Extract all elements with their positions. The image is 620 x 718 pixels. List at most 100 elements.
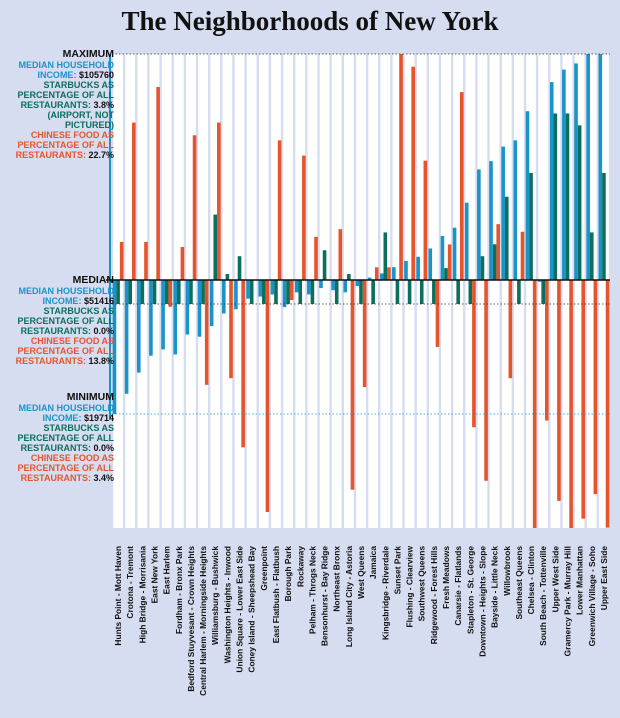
- chinese-bar: [241, 280, 245, 448]
- chinese-bar: [581, 280, 586, 519]
- starbucks-bar: [492, 244, 497, 280]
- category-label: Stapleton - St. George: [465, 546, 475, 634]
- legend-maximum-income-value: $105760: [78, 70, 114, 80]
- income-bar: [112, 280, 117, 414]
- legend-minimum: MINIMUM MEDIAN HOUSEHOLD INCOME: $19714 …: [6, 392, 115, 484]
- chinese-bar: [557, 280, 561, 501]
- starbucks-bar: [298, 280, 303, 304]
- starbucks-bar: [602, 172, 606, 280]
- chinese-bar: [593, 280, 598, 495]
- chart-title: The Neighborhoods of New York: [121, 6, 499, 36]
- starbucks-bar: [383, 232, 388, 280]
- income-bar: [124, 280, 129, 394]
- income-bar: [307, 280, 311, 295]
- legend-minimum-income: MEDIAN HOUSEHOLD INCOME: $19714: [6, 403, 114, 423]
- chinese-bar: [132, 122, 136, 280]
- income-bar: [319, 280, 323, 289]
- income-bar: [343, 280, 348, 293]
- starbucks-bar: [456, 280, 460, 304]
- column-band: [477, 54, 488, 528]
- income-bar: [161, 280, 165, 350]
- starbucks-bar: [262, 280, 266, 304]
- category-label: Borough Park: [283, 546, 293, 602]
- legend-minimum-income-label: MEDIAN HOUSEHOLD INCOME:: [18, 403, 114, 423]
- column-band: [599, 54, 609, 528]
- category-label: Northeast Bronx: [332, 546, 342, 612]
- income-bar: [489, 161, 493, 280]
- column-band: [222, 54, 233, 528]
- category-label: Kingsbridge - Riverdale: [380, 546, 390, 640]
- category-label: Upper East Side: [599, 546, 609, 611]
- category-label: Greenwich Village - Soho: [587, 546, 597, 646]
- starbucks-bar: [517, 280, 521, 304]
- income-bar: [221, 280, 226, 314]
- income-bar: [246, 280, 250, 299]
- starbucks-bar: [322, 250, 327, 280]
- starbucks-bar: [274, 280, 278, 304]
- chinese-bar: [265, 280, 270, 512]
- legend-maximum-chinese: CHINESE FOOD AS PERCENTAGE OF ALL RESTAU…: [6, 130, 114, 160]
- starbucks-bar: [152, 280, 157, 304]
- chinese-bar: [119, 241, 124, 280]
- legend-minimum-starbucks-value: 0.0%: [93, 443, 114, 453]
- legend-median: MEDIAN MEDIAN HOUSEHOLD INCOME: $51416 S…: [6, 274, 114, 367]
- category-label: Bayside - Little Neck: [490, 546, 500, 628]
- income-bar: [136, 280, 141, 373]
- starbucks-bar: [201, 280, 205, 304]
- income-bar: [173, 280, 178, 355]
- legend-maximum-heading: MAXIMUM: [62, 48, 114, 60]
- starbucks-bar: [468, 280, 473, 304]
- income-bar: [404, 260, 408, 280]
- chinese-bar: [314, 236, 318, 280]
- category-label: Gramercy Park - Murray Hill: [562, 546, 572, 656]
- column-band: [343, 54, 354, 528]
- category-label: Long Island City - Astoria: [344, 546, 354, 647]
- legend-median-income-label: MEDIAN HOUSEHOLD INCOME:: [18, 286, 114, 306]
- income-bar: [464, 202, 469, 280]
- legend-median-heading: MEDIAN: [72, 274, 114, 286]
- starbucks-bar: [432, 280, 436, 304]
- chinese-bar: [532, 280, 537, 528]
- income-bar: [477, 169, 481, 280]
- chinese-bar: [387, 267, 391, 280]
- category-label: South Beach - Tottenville: [538, 546, 548, 646]
- legend-minimum-chinese-label: CHINESE FOOD AS PERCENTAGE OF ALL RESTAU…: [17, 453, 115, 483]
- chinese-bar: [302, 155, 306, 280]
- income-bar: [537, 280, 542, 282]
- chinese-bar: [544, 280, 549, 421]
- starbucks-bar: [553, 113, 558, 280]
- category-label: East Flatbush - Flatbush: [271, 546, 281, 643]
- category-label: Southwest Queens: [417, 546, 427, 622]
- category-label: West Queens: [356, 546, 366, 599]
- chinese-bar: [399, 54, 403, 280]
- category-label: Coney Island - Sheepshead Bay: [247, 546, 257, 673]
- chinese-bar: [459, 92, 464, 280]
- starbucks-bar: [189, 280, 193, 304]
- chinese-bar: [180, 246, 185, 280]
- category-label: Bedford Stuyvesant - Crown Heights: [186, 546, 196, 692]
- category-label: Greenpoint: [259, 546, 269, 591]
- income-bar: [149, 280, 153, 356]
- chinese-bar: [277, 140, 282, 280]
- legend-maximum-starbucks-label: STARBUCKS AS PERCENTAGE OF ALL RESTAURAN…: [17, 80, 115, 110]
- income-bar: [282, 280, 287, 308]
- category-label: Chelsea - Clinton: [526, 546, 536, 614]
- category-label: Ridgewood - Forest Hills: [429, 546, 439, 645]
- starbucks-bar: [529, 172, 533, 280]
- legend-maximum: MAXIMUM MEDIAN HOUSEHOLD INCOME: $105760…: [6, 48, 115, 161]
- income-bar: [525, 111, 530, 281]
- legend-maximum-income-label: MEDIAN HOUSEHOLD INCOME:: [18, 60, 114, 80]
- chinese-bar: [605, 280, 610, 528]
- column-band: [526, 54, 536, 528]
- starbucks-bar: [444, 268, 448, 280]
- income-bar: [513, 140, 518, 280]
- income-bar: [416, 256, 420, 280]
- starbucks-bar: [213, 214, 218, 280]
- income-bar: [549, 82, 554, 280]
- legend-maximum-starbucks: STARBUCKS AS PERCENTAGE OF ALL RESTAURAN…: [6, 80, 115, 130]
- category-label: Hunts Point - Mott Haven: [113, 546, 123, 646]
- category-label: Crotona - Tremont: [125, 546, 135, 619]
- starbucks-bar: [286, 280, 290, 304]
- starbucks-bar: [237, 256, 242, 280]
- starbucks-bar: [419, 280, 424, 304]
